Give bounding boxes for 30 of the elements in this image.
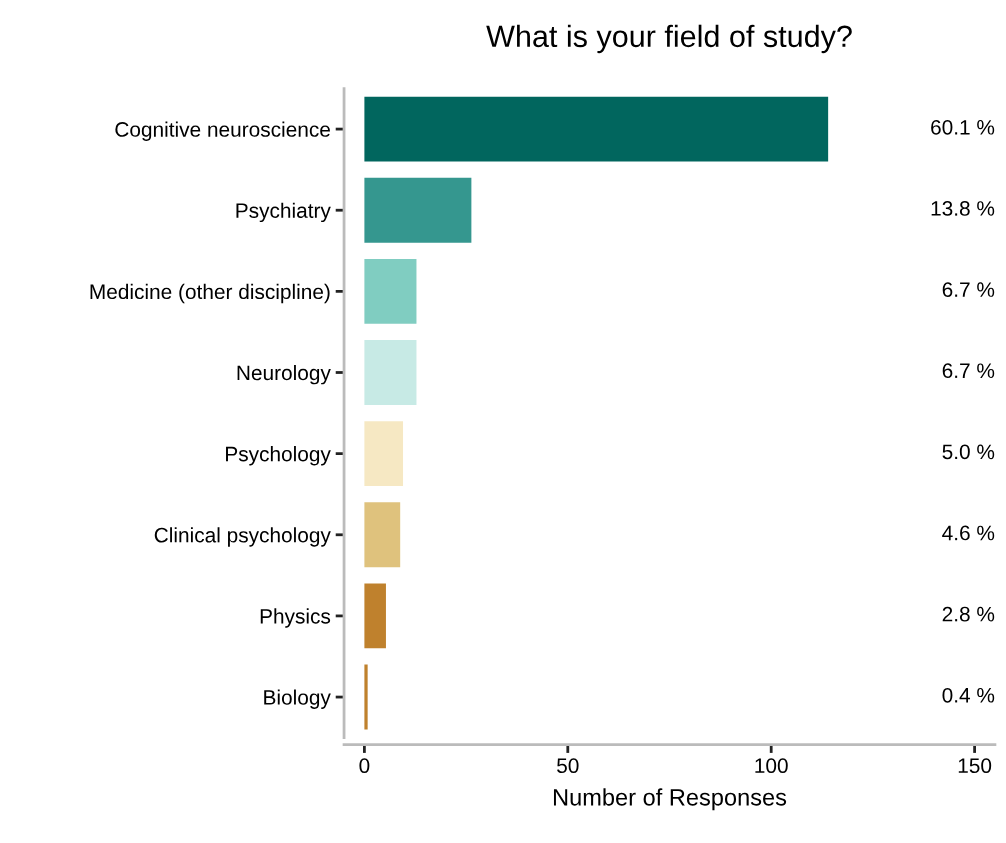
annotation: 6.7 %: [942, 282, 995, 297]
annotation: 0.4 %: [942, 687, 995, 703]
y-tick-label: Medicine (other discipline): [90, 283, 330, 304]
annotation: 2.8 %: [942, 606, 995, 622]
annotation: 13.8 %: [931, 201, 995, 216]
y-tick-label: Clinical psychology: [154, 527, 331, 547]
bar: [364, 96, 829, 162]
annotation: 6.7 %: [942, 363, 995, 379]
bar: [364, 258, 417, 324]
annotation: 4.6 %: [942, 525, 995, 541]
y-tick-label: Psychiatry: [236, 202, 331, 223]
bar: [364, 177, 472, 243]
x-tick-label: 0: [359, 758, 370, 774]
y-tick-label: Physics: [260, 608, 331, 628]
bar: [364, 340, 417, 405]
bar: [364, 583, 386, 649]
y-tick-label: Biology: [264, 689, 331, 709]
annotation: 5.0 %: [942, 444, 995, 460]
y-tick-label: Neurology: [237, 364, 331, 385]
y-tick-label: Cognitive neuroscience: [115, 121, 330, 141]
x-axis-title: Number of Responses: [553, 788, 787, 811]
bar: [364, 502, 401, 568]
y-tick-label: Psychology: [226, 446, 331, 466]
bar: [364, 664, 368, 730]
bar: [364, 421, 404, 487]
x-tick-label: 50: [557, 758, 579, 774]
x-tick-label: 150: [958, 758, 992, 774]
annotation: 60.1 %: [931, 119, 995, 135]
chart-title: What is your field of study?: [486, 24, 852, 54]
x-tick-label: 100: [755, 758, 788, 774]
